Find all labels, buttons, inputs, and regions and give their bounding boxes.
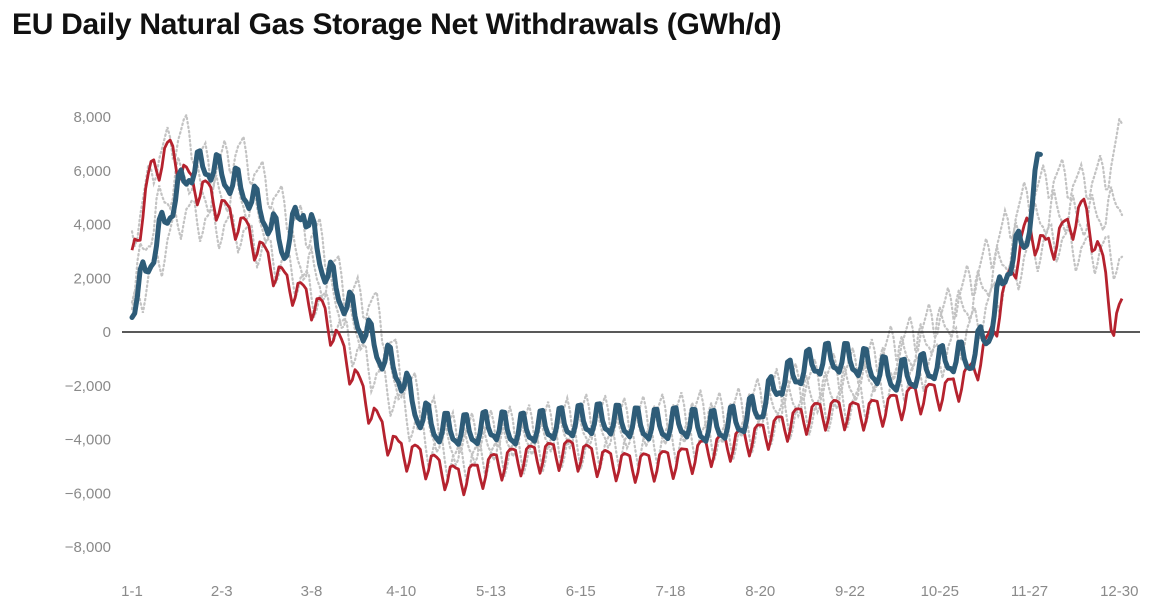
y-axis: 8,000 6,000 4,000 2,000 0 −2,000 −4,000 −6,000 −…: [65, 109, 111, 556]
x-tick-label: 6-15: [566, 583, 596, 600]
x-tick-label: 12-30: [1100, 583, 1138, 600]
current-series-group: [129, 138, 1124, 497]
y-tick-label: 2,000: [73, 270, 111, 287]
y-tick-label: −2,000: [65, 378, 111, 395]
x-tick-label: 3-8: [301, 583, 323, 600]
x-tick-label: 5-13: [476, 583, 506, 600]
x-tick-label: 1-1: [121, 583, 143, 600]
x-axis: 1-1 2-3 3-8 4-10 5-13 6-15 7-18 8-20 9-22 10-25 11…: [121, 583, 1138, 600]
x-tick-label: 2-3: [211, 583, 233, 600]
page-title: EU Daily Natural Gas Storage Net Withdra…: [12, 8, 782, 41]
x-tick-label: 7-18: [656, 583, 686, 600]
y-tick-label: 0: [103, 324, 111, 341]
historical-series-line: [130, 111, 1124, 454]
y-tick-label: 8,000: [73, 109, 111, 126]
y-tick-label: 4,000: [73, 217, 111, 234]
x-tick-label: 8-20: [745, 583, 775, 600]
red-series-line: [130, 138, 1124, 497]
blue-series-line: [129, 148, 1043, 447]
y-tick-label: −4,000: [65, 432, 111, 449]
x-tick-label: 10-25: [921, 583, 959, 600]
x-tick-label: 9-22: [835, 583, 865, 600]
y-tick-label: 6,000: [73, 163, 111, 180]
historical-series-line: [130, 156, 1124, 469]
y-tick-label: −6,000: [65, 485, 111, 502]
x-tick-label: 11-27: [1011, 583, 1048, 600]
x-tick-label: 4-10: [386, 583, 416, 600]
y-tick-label: −8,000: [65, 539, 111, 556]
historical-series-group: [130, 111, 1124, 482]
